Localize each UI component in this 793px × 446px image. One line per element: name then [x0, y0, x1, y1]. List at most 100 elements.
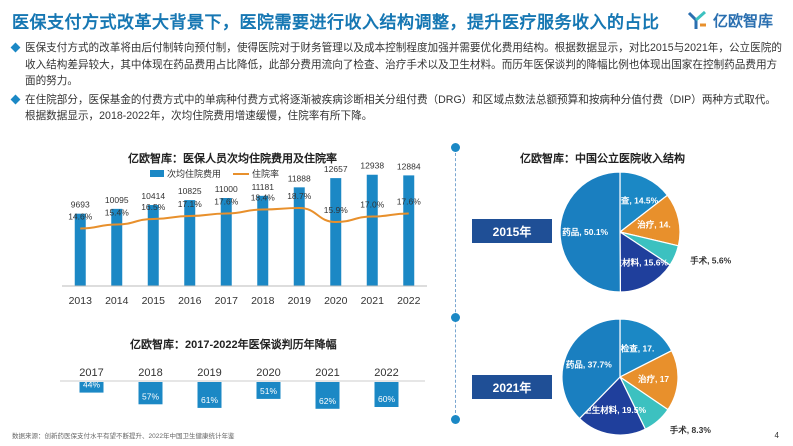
legend-item-rate: 住院率	[233, 167, 279, 180]
x-tick-label: 2022	[397, 295, 421, 307]
bullet-inpatient: 在住院部分，医保基金的付费方式中的单病种付费方式将逐渐被疾病诊断相关分组付费（D…	[10, 92, 782, 125]
x-tick-label: 2016	[178, 295, 202, 307]
cost-bar-label: 11000	[215, 184, 238, 194]
rate-line	[80, 206, 409, 230]
page-number: 4	[774, 431, 779, 440]
rate-label: 17.6%	[397, 197, 422, 207]
cost-bar-label: 10414	[141, 191, 165, 201]
negotiation-chart-title: 亿欧智库：2017-2022年医保谈判历年降幅	[130, 339, 337, 351]
cost-bar-label: 10095	[105, 195, 129, 205]
rate-label: 14.6%	[68, 212, 93, 222]
cost-bar	[403, 175, 415, 286]
year-tick-label: 2018	[138, 367, 162, 379]
year-tick-label: 2020	[256, 367, 280, 379]
rate-label: 17.0%	[360, 200, 385, 210]
price-drop-bar	[197, 382, 222, 408]
pie-slice-label: 检查, 17.	[621, 343, 655, 353]
inpatient-chart-legend: 次均住院费用 住院率	[150, 167, 279, 180]
logo: 亿欧智库	[687, 9, 773, 31]
cost-bar	[330, 178, 342, 286]
cost-bar-label: 11181	[252, 182, 275, 192]
bullet-text: 在住院部分，医保基金的付费方式中的单病种付费方式将逐渐被疾病诊断相关分组付费（D…	[25, 93, 776, 123]
pie-slice	[618, 194, 681, 247]
cost-bar-label: 10825	[178, 186, 202, 196]
cost-bar	[111, 208, 123, 286]
page-title: 医保支付方式改革大背景下，医院需要进行收入结构调整，提升医疗服务收入的占比	[12, 13, 660, 32]
x-tick-label: 2018	[251, 295, 275, 307]
year-tick-label: 2021	[315, 367, 339, 379]
cost-bar-label: 11888	[288, 173, 311, 183]
year-label-2015: 2015年	[472, 219, 552, 243]
legend-line-swatch	[233, 172, 250, 175]
x-tick-label: 2014	[105, 295, 129, 307]
inpatient-chart-title: 亿欧智库：医保人员次均住院费用及住院率	[128, 153, 337, 165]
price-drop-bar	[374, 382, 399, 407]
price-drop-bar	[256, 382, 281, 399]
pie-slice-label: 卫生材料, 15.6%	[605, 258, 668, 268]
x-tick-label: 2013	[69, 295, 93, 307]
price-drop-label: 51%	[260, 386, 277, 396]
x-tick-label: 2015	[142, 295, 166, 307]
cost-bar-label: 12884	[397, 161, 421, 171]
pie-slice-label: 药品, 37.7%	[566, 359, 612, 369]
cost-bar	[184, 200, 196, 286]
pie-slice-label: 治疗, 14.	[637, 220, 671, 230]
price-drop-bar	[138, 382, 163, 405]
rate-label: 17.6%	[214, 197, 239, 207]
cost-bar	[74, 213, 86, 286]
rate-label: 15.4%	[105, 208, 130, 218]
legend-label-cost: 次均住院费用	[167, 169, 222, 179]
pie-slice-label: 手术, 5.6%	[690, 256, 732, 266]
x-tick-label: 2021	[361, 295, 385, 307]
year-label-2021: 2021年	[472, 375, 552, 399]
pie-slice-label: 检查, 14.5%	[612, 196, 658, 206]
cost-bar-label: 9693	[71, 200, 90, 210]
pie-slice	[619, 230, 671, 293]
rate-label: 15.9%	[324, 205, 349, 215]
x-tick-label: 2019	[288, 295, 312, 307]
pie-slice-label: 手术, 8.3%	[670, 425, 712, 435]
price-drop-label: 61%	[201, 395, 218, 405]
panel-divider	[455, 148, 456, 418]
cost-bar	[293, 187, 305, 286]
year-tick-label: 2017	[79, 367, 103, 379]
pie-slice-label: 治疗, 17	[638, 374, 669, 384]
cost-bar	[147, 205, 159, 286]
year-tick-label: 2022	[374, 367, 398, 379]
pie-slice-label: 卫生材料, 19.5%	[583, 405, 646, 415]
bullet-text: 医保支付方式的改革将由后付制转向预付制，使得医院对于财务管理以及成本控制程度加强…	[25, 42, 782, 87]
data-source: 数据来源：创新药医保支付水平有望不断提升、2022年中国卫生健康统计年鉴	[12, 433, 235, 440]
legend-bar-swatch	[150, 170, 164, 177]
pie-slice	[618, 349, 679, 411]
pie-slice	[559, 171, 621, 293]
divider-dot-top	[451, 143, 460, 152]
pie-slice-label: 药品, 50.1%	[562, 227, 608, 237]
x-tick-label: 2017	[215, 295, 239, 307]
rate-label: 18.4%	[251, 193, 276, 203]
price-drop-label: 57%	[142, 391, 159, 401]
price-drop-label: 44%	[83, 380, 100, 390]
x-tick-label: 2020	[324, 295, 348, 307]
cost-bar-label: 12657	[324, 164, 348, 174]
divider-dot-mid	[451, 313, 460, 322]
pie-slice	[619, 318, 673, 378]
rate-label: 17.1%	[178, 199, 203, 209]
cost-bar	[366, 174, 378, 286]
legend-item-cost: 次均住院费用	[150, 167, 221, 180]
cost-bar	[257, 195, 269, 286]
rate-label: 16.5%	[141, 202, 166, 212]
logo-icon	[687, 10, 706, 29]
logo-text: 亿欧智库	[712, 12, 773, 30]
year-tick-label: 2019	[197, 367, 221, 379]
price-drop-bar	[315, 382, 340, 409]
cost-bar	[220, 198, 232, 286]
cost-bar-label: 12938	[360, 161, 384, 171]
price-drop-label: 60%	[378, 394, 395, 404]
price-drop-label: 62%	[319, 396, 336, 406]
rate-label: 18.7%	[287, 191, 312, 201]
pie-slice	[619, 171, 669, 234]
bullet-payment-reform: 医保支付方式的改革将由后付制转向预付制，使得医院对于财务管理以及成本控制程度加强…	[10, 40, 782, 90]
pie-slice	[578, 375, 647, 436]
legend-label-rate: 住院率	[252, 169, 280, 179]
pie-slice	[561, 318, 621, 420]
